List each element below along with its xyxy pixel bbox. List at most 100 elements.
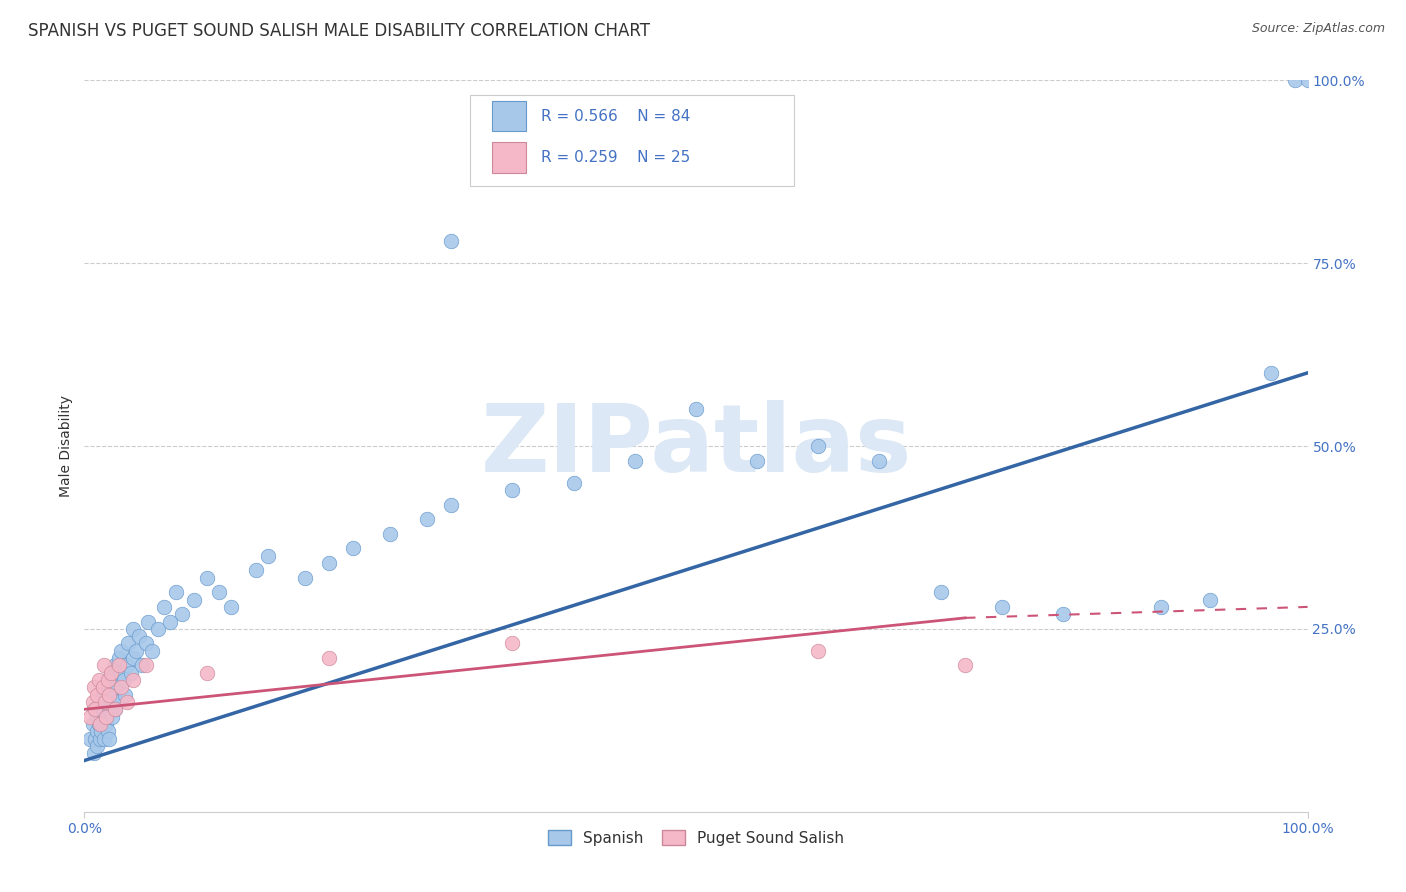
Point [257,549,280,563]
Point [165,585,187,599]
Point [97,688,120,702]
Point [105,681,128,695]
Point [86,724,108,739]
Point [82,717,104,731]
Point [91,717,114,731]
Point [97,702,120,716]
FancyBboxPatch shape [492,142,526,173]
FancyBboxPatch shape [492,101,526,131]
Point [97,688,120,702]
Y-axis label: Male Disability: Male Disability [59,395,73,497]
Point [110,681,132,695]
Point [91,681,114,695]
Point [115,658,138,673]
Point [440,234,463,248]
Point [87,717,110,731]
Point [100,665,122,680]
Point [79,731,101,746]
Point [208,585,231,599]
Point [318,651,340,665]
Point [159,615,181,629]
Point [84,702,107,716]
Point [953,658,976,673]
Point [122,673,145,687]
Point [135,658,157,673]
Point [114,688,136,702]
Point [245,563,267,577]
Point [172,607,194,622]
Point [1284,73,1306,87]
Point [131,658,153,673]
Point [416,512,439,526]
Point [94,709,117,723]
Point [1198,592,1220,607]
Point [104,702,127,716]
Point [195,665,218,680]
Text: ZIPatlas: ZIPatlas [481,400,911,492]
Point [1150,599,1173,614]
Point [107,651,129,665]
Point [869,453,891,467]
Point [125,644,148,658]
Point [96,717,118,731]
Point [97,673,120,687]
Point [87,673,110,687]
Point [96,695,118,709]
Point [807,644,830,658]
Point [136,615,159,629]
Point [105,695,128,709]
Point [342,541,364,556]
Point [103,688,125,702]
Point [79,709,101,723]
Point [122,651,145,665]
Point [89,731,111,746]
Point [146,622,169,636]
Point [115,695,138,709]
Text: R = 0.566    N = 84: R = 0.566 N = 84 [541,109,690,124]
Point [83,746,105,760]
Point [86,739,108,753]
Point [94,695,117,709]
Point [104,702,127,716]
Point [110,665,132,680]
Point [562,475,585,490]
Point [502,636,524,650]
Point [117,636,139,650]
Point [929,585,952,599]
Point [84,731,107,746]
Point [807,439,830,453]
Point [153,599,176,614]
Text: R = 0.259    N = 25: R = 0.259 N = 25 [541,150,690,165]
Point [89,695,111,709]
Legend: Spanish, Puget Sound Salish: Spanish, Puget Sound Salish [541,823,851,852]
Point [991,599,1014,614]
Point [685,402,707,417]
Point [90,709,112,723]
Point [93,731,115,746]
Point [195,571,218,585]
Point [1260,366,1282,380]
Point [120,665,142,680]
Point [502,483,524,497]
Point [87,702,110,716]
Point [1296,73,1319,87]
Point [93,702,115,716]
Point [112,673,135,687]
Point [141,644,163,658]
Point [97,731,120,746]
Point [96,709,118,723]
Point [104,658,127,673]
Point [122,622,145,636]
Point [294,571,316,585]
Point [89,717,111,731]
Point [318,556,340,570]
Point [1052,607,1074,622]
Point [110,644,132,658]
Point [83,702,105,716]
Point [219,599,242,614]
Point [82,695,104,709]
Point [183,592,205,607]
Point [97,724,120,739]
Text: Source: ZipAtlas.com: Source: ZipAtlas.com [1251,22,1385,36]
Point [90,724,112,739]
